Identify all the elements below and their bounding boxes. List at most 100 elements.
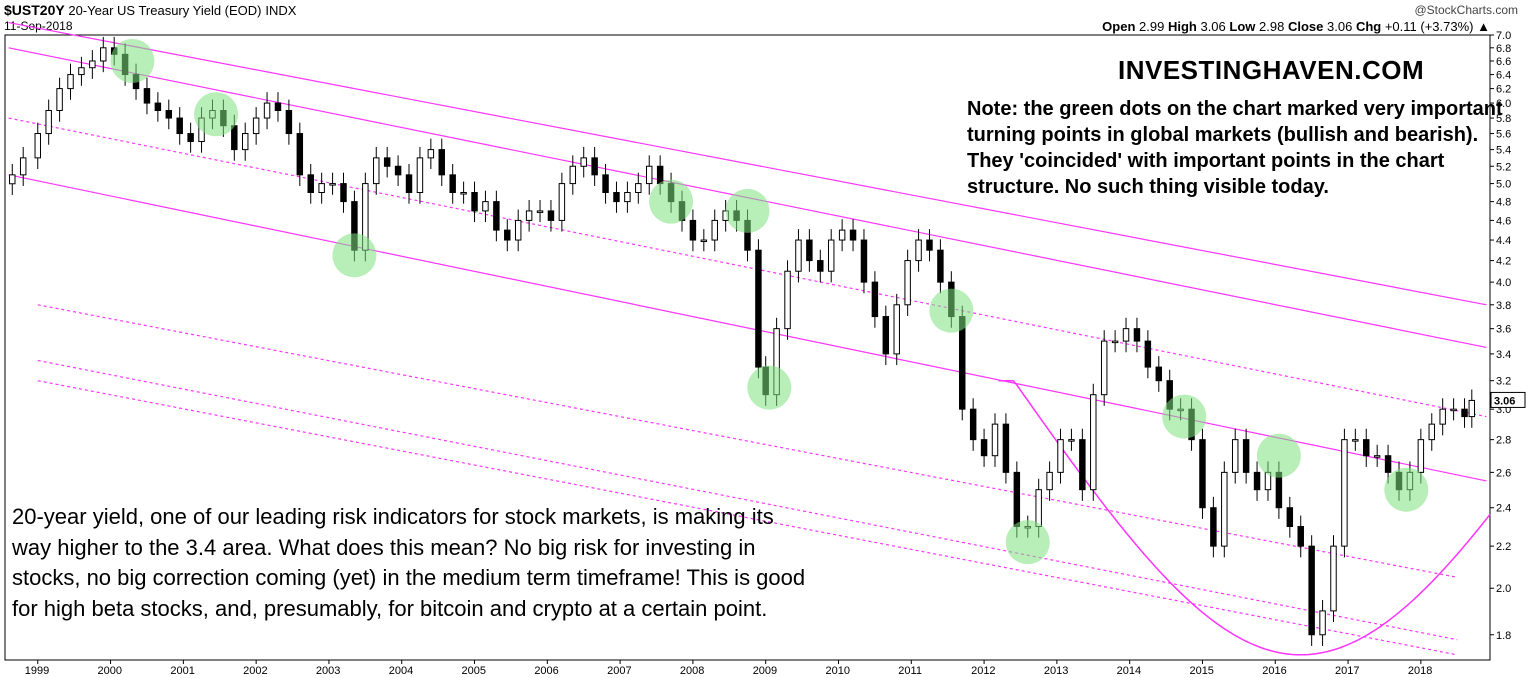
y-tick-label: 4.8 <box>1496 197 1511 209</box>
y-tick-label: 6.6 <box>1496 56 1511 68</box>
x-tick-label: 2016 <box>1262 665 1286 677</box>
candle <box>591 157 598 176</box>
turning-point-marker <box>725 188 770 233</box>
y-tick-label: 5.0 <box>1496 179 1511 191</box>
y-tick-label: 5.4 <box>1496 145 1511 157</box>
candle <box>383 157 391 167</box>
channel-line <box>8 174 1487 482</box>
candle <box>1035 489 1042 528</box>
candle <box>569 165 577 185</box>
last-value-box <box>1490 391 1526 408</box>
x-tick-label: 2018 <box>1408 665 1432 677</box>
chg-label: Chg <box>1355 19 1382 34</box>
candle <box>1439 408 1446 425</box>
candle <box>849 229 857 241</box>
candle <box>1468 399 1476 418</box>
candle <box>1144 340 1152 368</box>
candle <box>1100 340 1108 396</box>
candle <box>438 149 445 176</box>
close-label: Close <box>1287 19 1324 34</box>
y-tick-label: 2.6 <box>1496 467 1511 479</box>
symbol-label: $UST20Y <box>4 2 65 18</box>
channel-line <box>8 21 1487 306</box>
candle <box>1002 423 1010 473</box>
y-tick-label: 5.2 <box>1496 161 1511 173</box>
x-tick-label: 2002 <box>243 665 267 677</box>
y-tick-label: 3.8 <box>1496 300 1511 312</box>
candle <box>165 109 173 119</box>
candle <box>580 157 587 167</box>
candle <box>1155 366 1163 382</box>
candle <box>1013 471 1021 528</box>
turning-point-marker <box>1256 433 1301 478</box>
turning-point-marker <box>1384 467 1429 512</box>
open-label: Open <box>1102 19 1136 34</box>
candle <box>904 260 911 306</box>
candle <box>700 239 708 243</box>
candle <box>558 183 566 221</box>
candle <box>755 249 762 368</box>
close-value: 3.06 <box>1327 19 1353 34</box>
candle <box>624 192 631 203</box>
candle <box>882 316 890 355</box>
candle <box>536 210 544 213</box>
candle <box>482 201 489 212</box>
candle <box>285 109 293 135</box>
candle <box>689 219 697 241</box>
candle <box>1297 526 1304 547</box>
candle <box>635 183 642 194</box>
channel-line <box>37 304 1458 578</box>
candle <box>926 239 933 251</box>
candle <box>67 74 74 90</box>
candle <box>274 102 282 111</box>
candle <box>1384 455 1392 473</box>
low-label: Low <box>1229 19 1256 34</box>
candle <box>1341 439 1348 547</box>
brand-watermark: INVESTINGHAVEN.COM <box>1118 55 1425 85</box>
x-tick-label: 2003 <box>316 665 340 677</box>
candle <box>1373 455 1381 458</box>
x-tick-label: 2005 <box>462 665 486 677</box>
candle <box>711 219 718 241</box>
candle <box>795 239 802 272</box>
candle <box>602 174 609 194</box>
x-tick-label: 2014 <box>1117 665 1141 677</box>
candle <box>1057 439 1064 473</box>
candle <box>307 174 314 194</box>
candle <box>980 439 988 457</box>
candle <box>19 157 27 176</box>
candle <box>1461 408 1468 418</box>
candle <box>827 239 835 272</box>
y-tick-label: 6.8 <box>1496 43 1511 55</box>
turning-point-marker <box>332 233 377 278</box>
candle <box>1122 328 1130 342</box>
candle <box>1221 471 1228 547</box>
candle <box>1352 439 1359 442</box>
candle <box>9 174 16 185</box>
x-tick-label: 2012 <box>971 665 995 677</box>
candle <box>460 192 467 195</box>
y-tick-label: 4.2 <box>1496 256 1511 268</box>
candle <box>1111 340 1119 344</box>
candle <box>656 165 664 185</box>
y-tick-label: 6.2 <box>1496 84 1511 96</box>
candle <box>806 239 813 262</box>
candle <box>471 192 478 212</box>
candle <box>969 408 977 441</box>
candle <box>1450 408 1457 412</box>
low-value: 2.98 <box>1259 19 1285 34</box>
y-tick-label: 2.8 <box>1496 435 1511 447</box>
candle <box>78 67 85 76</box>
x-tick-label: 2001 <box>170 665 194 677</box>
candle <box>1417 439 1425 473</box>
turning-point-marker <box>747 365 792 410</box>
candle <box>427 149 435 159</box>
plot-frame <box>4 34 1491 661</box>
candle <box>1090 394 1097 491</box>
candle <box>1286 507 1294 528</box>
x-tick-label: 1999 <box>25 665 49 677</box>
credit-label: @StockCharts.com <box>1414 3 1518 17</box>
turning-point-marker <box>1005 520 1050 565</box>
channel-line <box>8 117 1487 418</box>
